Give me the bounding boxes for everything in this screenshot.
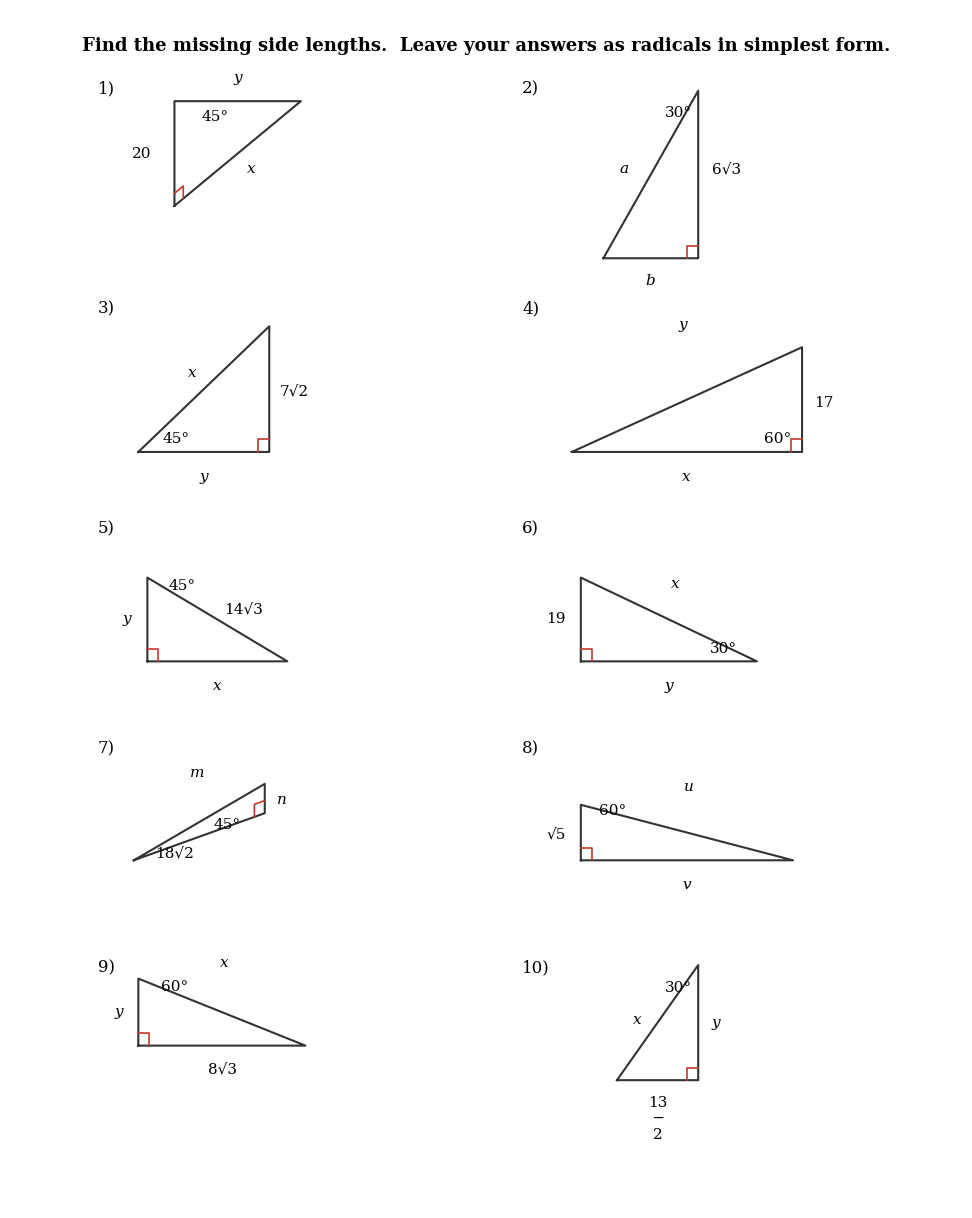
Text: 45°: 45° xyxy=(213,818,240,832)
Text: 45°: 45° xyxy=(201,110,228,124)
Text: 1): 1) xyxy=(98,80,115,97)
Text: Find the missing side lengths.  Leave your answers as radicals in simplest form.: Find the missing side lengths. Leave you… xyxy=(82,37,890,55)
Text: n: n xyxy=(276,793,287,806)
Text: 17: 17 xyxy=(814,396,833,409)
Text: b: b xyxy=(645,274,655,287)
Text: 8√3: 8√3 xyxy=(208,1062,237,1077)
Text: 30°: 30° xyxy=(665,980,692,995)
Text: 19: 19 xyxy=(546,613,566,626)
Text: 45°: 45° xyxy=(162,432,190,446)
Text: y: y xyxy=(200,470,209,484)
Text: x: x xyxy=(213,680,222,693)
Text: v: v xyxy=(682,878,691,892)
Text: 60°: 60° xyxy=(161,980,189,994)
Text: 9): 9) xyxy=(98,960,115,977)
Text: y: y xyxy=(115,1005,123,1019)
Text: 18√2: 18√2 xyxy=(155,847,193,861)
Text: x: x xyxy=(682,470,691,484)
Text: 20: 20 xyxy=(132,146,152,161)
Text: u: u xyxy=(684,781,694,794)
Text: 60°: 60° xyxy=(599,804,626,818)
Text: 60°: 60° xyxy=(764,432,791,446)
Text: y: y xyxy=(233,72,242,85)
Text: 6): 6) xyxy=(522,520,539,537)
Text: a: a xyxy=(619,162,629,177)
Text: x: x xyxy=(189,365,196,380)
Text: 45°: 45° xyxy=(168,579,195,593)
Text: y: y xyxy=(712,1016,720,1029)
Text: x: x xyxy=(220,956,228,971)
Text: 7): 7) xyxy=(98,739,115,756)
Text: x: x xyxy=(247,162,256,177)
Text: x: x xyxy=(672,577,680,591)
Text: 30°: 30° xyxy=(710,642,737,655)
Text: 14√3: 14√3 xyxy=(225,602,263,616)
Text: 10): 10) xyxy=(522,960,550,977)
Text: x: x xyxy=(633,1013,642,1028)
Text: y: y xyxy=(122,613,131,626)
Text: y: y xyxy=(678,318,687,331)
Text: 8): 8) xyxy=(522,739,539,756)
Text: 2): 2) xyxy=(522,80,539,97)
Text: 6√3: 6√3 xyxy=(712,162,741,177)
Text: y: y xyxy=(665,680,674,693)
Text: 4): 4) xyxy=(522,300,539,317)
Text: 7√2: 7√2 xyxy=(280,384,309,398)
Text: 13
─
2: 13 ─ 2 xyxy=(648,1096,667,1142)
Text: 30°: 30° xyxy=(665,106,692,121)
Text: 3): 3) xyxy=(98,300,115,317)
Text: √5: √5 xyxy=(546,827,566,842)
Text: 5): 5) xyxy=(98,520,115,537)
Text: m: m xyxy=(190,766,204,780)
